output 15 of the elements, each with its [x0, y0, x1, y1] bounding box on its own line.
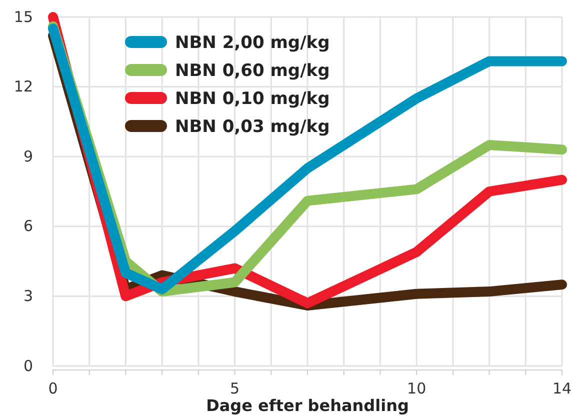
x-tick-label: 0	[48, 380, 58, 398]
x-tick-label: 5	[230, 380, 240, 398]
y-tick-label: 6	[23, 217, 33, 236]
y-tick-label: 15	[14, 8, 33, 26]
y-tick-label: 3	[23, 287, 33, 305]
legend-label: NBN 0,60 mg/kg	[175, 61, 330, 81]
legend-label: NBN 0,10 mg/kg	[175, 89, 330, 109]
legend-label: NBN 2,00 mg/kg	[175, 33, 330, 53]
y-tick-label: 0	[23, 356, 33, 375]
x-axis-title: Dage efter behandling	[206, 396, 409, 415]
y-tick-label: 12	[14, 78, 33, 96]
x-tick-label: 10	[407, 380, 426, 398]
legend-label: NBN 0,03 mg/kg	[175, 117, 330, 137]
y-tick-label: 9	[23, 147, 33, 166]
x-tick-label: 14	[552, 380, 572, 398]
